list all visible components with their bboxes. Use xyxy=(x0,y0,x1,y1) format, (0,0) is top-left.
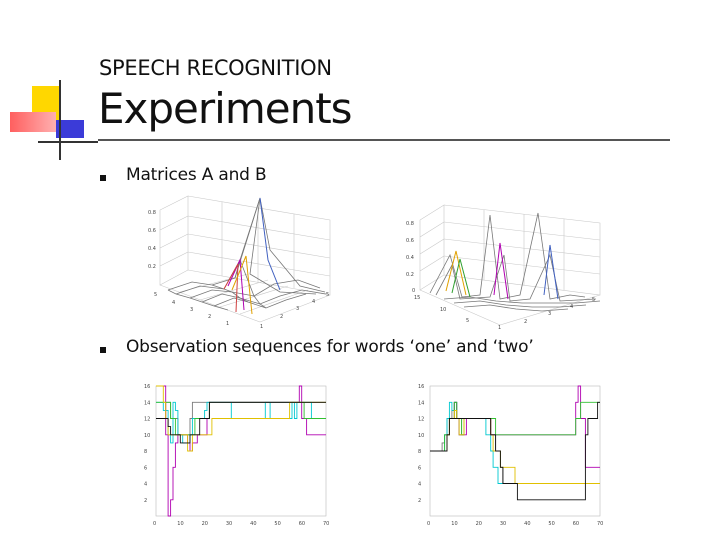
y-tick-label: 10 xyxy=(144,433,150,439)
svg-text:0.4: 0.4 xyxy=(148,246,156,252)
series-line-2 xyxy=(430,385,600,468)
svg-text:5: 5 xyxy=(592,297,595,303)
svg-text:5: 5 xyxy=(154,292,157,298)
series-line-4 xyxy=(156,385,326,452)
y-tick-label: 2 xyxy=(144,498,147,504)
bullet-marker xyxy=(100,347,106,353)
plot-frame xyxy=(429,385,601,517)
x-tick-label: 70 xyxy=(597,521,603,527)
y-tick-label: 4 xyxy=(144,482,147,488)
x-tick-label: 30 xyxy=(500,521,506,527)
y-tick-label: 8 xyxy=(144,449,147,455)
svg-text:4: 4 xyxy=(172,300,175,306)
slide-subtitle: SPEECH RECOGNITION xyxy=(99,56,332,80)
series-line-1 xyxy=(156,401,326,444)
plot-frame xyxy=(155,385,327,517)
svg-text:0.2: 0.2 xyxy=(406,272,414,278)
x-tick-label: 10 xyxy=(451,521,457,527)
x-tick-label: 60 xyxy=(299,521,305,527)
x-tick-label: 10 xyxy=(177,521,183,527)
svg-text:5: 5 xyxy=(326,292,329,298)
matrix-b-surface-plot: 0.8 0.6 0.4 0.2 0 15 10 5 1 2 3 4 5 xyxy=(406,204,601,330)
x-tick-label: 50 xyxy=(548,521,554,527)
y-tick-label: 12 xyxy=(144,417,150,423)
plot-one-lines xyxy=(156,385,326,517)
svg-text:0.8: 0.8 xyxy=(148,210,156,216)
y-tick-label: 16 xyxy=(418,384,424,390)
x-tick-label: 30 xyxy=(226,521,232,527)
x-tick-label: 20 xyxy=(202,521,208,527)
bullet-marker xyxy=(100,175,106,181)
series-line-3 xyxy=(430,401,600,452)
svg-text:4: 4 xyxy=(570,304,573,310)
svg-text:2: 2 xyxy=(280,314,283,320)
y-tick-label: 4 xyxy=(418,482,421,488)
y-tick-label: 14 xyxy=(144,400,150,406)
svg-text:1: 1 xyxy=(226,321,229,327)
svg-text:0: 0 xyxy=(412,288,415,294)
series-line-2 xyxy=(156,385,326,517)
svg-text:1: 1 xyxy=(498,325,501,330)
svg-text:15: 15 xyxy=(414,295,420,301)
x-tick-label: 50 xyxy=(274,521,280,527)
matrix-a-surface-plot: 0.8 0.6 0.4 0.2 5 4 3 2 1 1 2 3 4 5 xyxy=(148,195,331,330)
svg-text:3: 3 xyxy=(190,307,193,313)
x-tick-label: 40 xyxy=(524,521,530,527)
svg-text:5: 5 xyxy=(466,318,469,324)
y-tick-label: 6 xyxy=(418,465,421,471)
slide-title: Experiments xyxy=(98,84,353,133)
x-tick-label: 60 xyxy=(573,521,579,527)
y-tick-label: 10 xyxy=(418,433,424,439)
svg-text:0.6: 0.6 xyxy=(406,238,414,244)
y-tick-label: 14 xyxy=(418,400,424,406)
x-tick-label: 0 xyxy=(427,521,430,527)
svg-text:1: 1 xyxy=(260,324,263,330)
svg-text:10: 10 xyxy=(440,307,446,313)
svg-text:0.4: 0.4 xyxy=(406,255,414,261)
y-tick-label: 12 xyxy=(418,417,424,423)
x-tick-label: 0 xyxy=(153,521,156,527)
plot-two-lines xyxy=(430,385,600,501)
series-line-4 xyxy=(430,409,600,484)
series-line-5 xyxy=(430,401,600,501)
bullet-text: Observation sequences for words ‘one’ an… xyxy=(126,337,534,357)
y-tick-label: 6 xyxy=(144,465,147,471)
x-tick-label: 40 xyxy=(250,521,256,527)
y-tick-label: 16 xyxy=(144,384,150,390)
svg-text:3: 3 xyxy=(548,311,551,317)
svg-text:2: 2 xyxy=(208,314,211,320)
logo-vertical-line xyxy=(59,80,61,160)
x-tick-label: 70 xyxy=(323,521,329,527)
svg-text:3: 3 xyxy=(296,306,299,312)
svg-text:2: 2 xyxy=(524,319,527,325)
svg-text:4: 4 xyxy=(312,299,315,305)
y-tick-label: 2 xyxy=(418,498,421,504)
bullet-text: Matrices A and B xyxy=(126,165,267,185)
title-underline xyxy=(98,139,670,141)
y-tick-label: 8 xyxy=(418,449,421,455)
series-line-5 xyxy=(156,401,326,444)
logo-red-bar xyxy=(10,112,56,132)
logo-horizontal-line xyxy=(38,141,98,143)
logo-blue-square xyxy=(56,120,84,138)
svg-text:0.2: 0.2 xyxy=(148,264,156,270)
x-tick-label: 20 xyxy=(476,521,482,527)
svg-text:0.6: 0.6 xyxy=(148,228,156,234)
svg-text:0.8: 0.8 xyxy=(406,221,414,227)
